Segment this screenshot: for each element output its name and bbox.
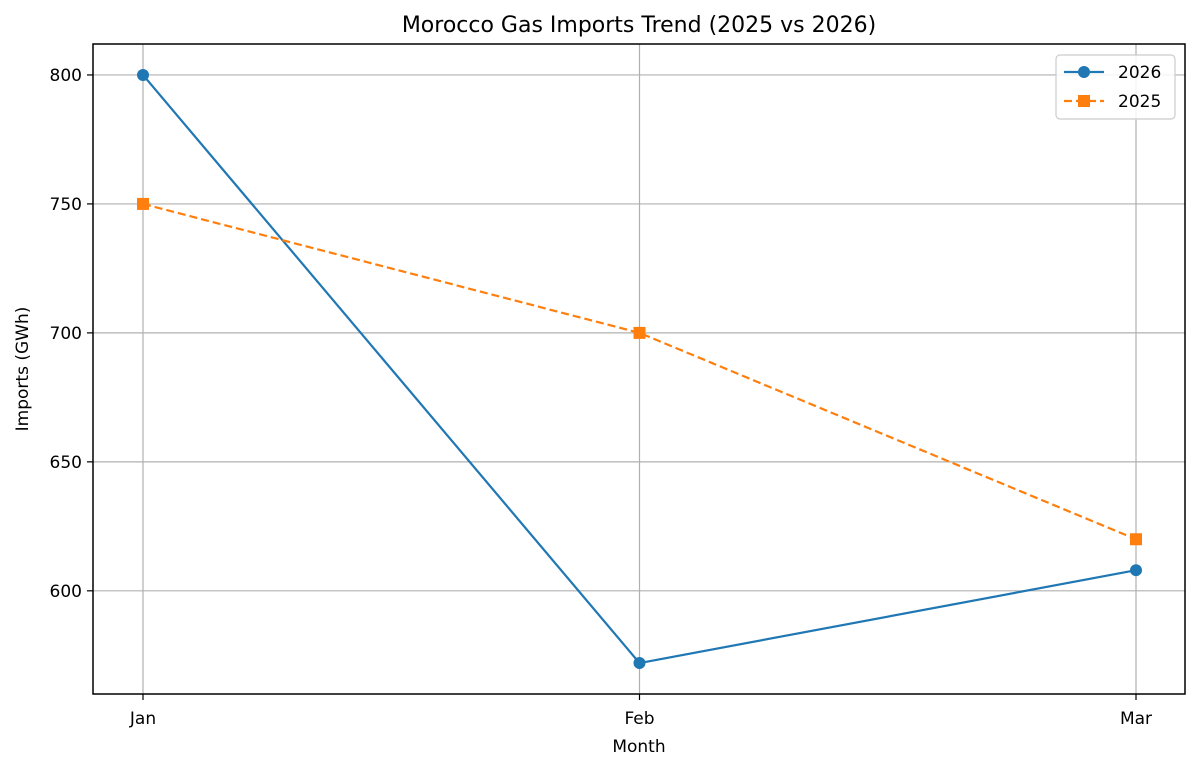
- data-point-2026: [137, 68, 149, 81]
- data-point-2025: [633, 326, 646, 339]
- legend-label-2026: 2026: [1118, 63, 1161, 83]
- x-tick-label: Feb: [624, 709, 654, 729]
- y-tick-label: 650: [50, 453, 82, 473]
- data-point-2026: [633, 657, 646, 670]
- x-tick-label: Jan: [129, 709, 156, 729]
- x-axis-label: Month: [612, 737, 665, 757]
- legend: 2026 2025: [1055, 54, 1176, 120]
- y-tick-label: 750: [50, 195, 82, 215]
- y-axis-label: Imports (GWh): [13, 307, 33, 432]
- data-point-2025: [1130, 533, 1142, 546]
- series-line-2025: [142, 202, 1137, 541]
- ticks: Jan Feb Mar 600 650 700 750 800: [50, 66, 1152, 729]
- legend-marker-2026: [1078, 66, 1090, 78]
- data-point-2026: [1130, 564, 1142, 577]
- data-point-2025: [137, 197, 149, 210]
- chart-title: Morocco Gas Imports Trend (2025 vs 2026): [402, 13, 876, 38]
- x-tick-label: Mar: [1120, 709, 1152, 729]
- y-tick-label: 600: [50, 582, 82, 602]
- legend-label-2025: 2025: [1118, 92, 1161, 112]
- legend-marker-2025: [1078, 95, 1090, 107]
- y-tick-label: 800: [50, 66, 82, 86]
- y-tick-label: 700: [50, 324, 82, 344]
- series-layer: [137, 68, 1142, 670]
